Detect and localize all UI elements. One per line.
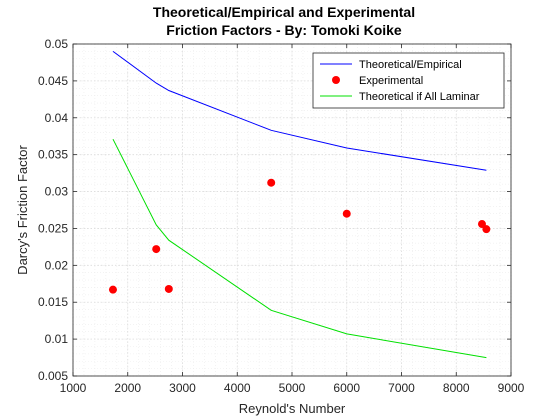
- x-tick-label: 4000: [224, 381, 251, 395]
- legend-label-theoretical-empirical: Theoretical/Empirical: [359, 59, 462, 71]
- x-tick-label: 1000: [60, 381, 87, 395]
- y-tick-label: 0.045: [38, 74, 68, 88]
- legend-box: [312, 52, 505, 109]
- y-tick-label: 0.02: [45, 258, 69, 272]
- y-tick-label: 0.025: [38, 221, 68, 235]
- y-tick-label: 0.015: [38, 295, 68, 309]
- experimental-point: [108, 285, 117, 294]
- y-axis-label: Darcy's Friction Factor: [15, 145, 30, 275]
- x-tick-label: 5000: [279, 381, 306, 395]
- x-tick-label: 8000: [443, 381, 470, 395]
- y-tick-label: 0.005: [38, 369, 68, 383]
- experimental-point: [267, 178, 276, 187]
- experimental-point: [482, 225, 491, 234]
- y-tick-label: 0.035: [38, 148, 68, 162]
- y-tick-labels: 0.005 0.01 0.015 0.02 0.025 0.03 0.035 0.04 0.04…: [38, 37, 68, 383]
- x-tick-label: 7000: [388, 381, 415, 395]
- x-tick-labels: 1000 2000 3000 4000 5000 6000 7000 8000 9000: [60, 381, 525, 395]
- x-axis-label: Reynold's Number: [239, 401, 346, 416]
- legend: Theoretical/Empirical Experimental Theor…: [312, 52, 505, 109]
- legend-swatch-experimental: [332, 76, 340, 84]
- x-tick-label: 2000: [114, 381, 141, 395]
- x-tick-label: 6000: [333, 381, 360, 395]
- x-tick-label: 9000: [498, 381, 525, 395]
- x-tick-label: 3000: [169, 381, 196, 395]
- chart-title-line-2: Friction Factors - By: Tomoki Koike: [166, 22, 402, 38]
- y-tick-label: 0.03: [45, 185, 69, 199]
- y-tick-label: 0.01: [45, 332, 69, 346]
- legend-label-theoretical-laminar: Theoretical if All Laminar: [359, 91, 480, 103]
- chart-title-line-1: Theoretical/Empirical and Experimental: [153, 4, 415, 20]
- series-layer: [108, 50, 491, 359]
- experimental-point: [342, 209, 351, 218]
- experimental-point: [152, 245, 161, 254]
- y-tick-label: 0.04: [45, 111, 69, 125]
- series-line-0: [112, 50, 487, 171]
- axis-ticks: [72, 43, 512, 377]
- y-tick-label: 0.05: [45, 37, 69, 51]
- experimental-point: [164, 284, 173, 293]
- series-line-2: [112, 138, 487, 359]
- legend-label-experimental: Experimental: [359, 75, 423, 87]
